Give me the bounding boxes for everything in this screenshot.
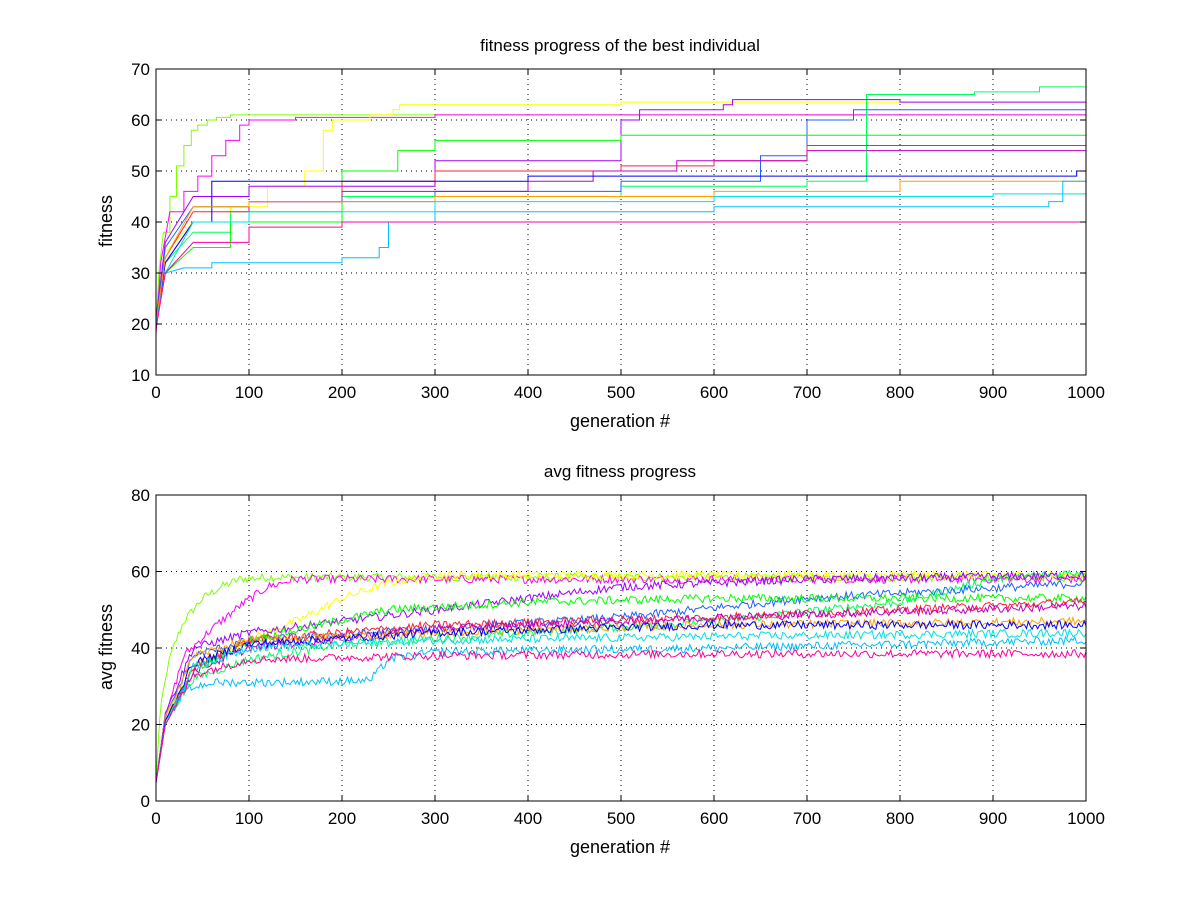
chart-title: avg fitness progress	[544, 462, 696, 481]
series-line	[156, 628, 1086, 783]
series-line	[156, 592, 1086, 782]
x-tick-label: 200	[328, 383, 356, 402]
axes-best-fitness: fitness progress of the best individual …	[96, 36, 1105, 431]
x-tick-label: 400	[514, 383, 542, 402]
y-tick-label: 40	[131, 639, 150, 658]
x-tick-label: 500	[607, 383, 635, 402]
y-tick-label: 20	[131, 716, 150, 735]
y-tick-label: 0	[141, 792, 150, 811]
series-line	[156, 99, 1086, 319]
x-tick-label: 600	[700, 809, 728, 828]
x-tick-label: 300	[421, 383, 449, 402]
series-line	[156, 569, 1086, 782]
y-tick-label: 10	[131, 366, 150, 385]
series-line	[156, 221, 1086, 330]
x-tick-label: 500	[607, 809, 635, 828]
x-tick-label: 900	[979, 809, 1007, 828]
x-tick-label: 1000	[1067, 383, 1105, 402]
x-tick-label: 200	[328, 809, 356, 828]
x-tick-label: 700	[793, 383, 821, 402]
y-tick-label: 30	[131, 264, 150, 283]
x-axis-label: generation #	[570, 837, 670, 857]
x-tick-label: 0	[151, 383, 160, 402]
x-tick-label: 800	[886, 383, 914, 402]
series-line	[156, 619, 1086, 782]
y-tick-label: 80	[131, 486, 150, 505]
series-line	[156, 191, 1086, 325]
series-line	[156, 114, 1086, 330]
y-tick-label: 40	[131, 213, 150, 232]
x-tick-label: 700	[793, 809, 821, 828]
series-line	[156, 598, 1086, 783]
x-tick-label: 900	[979, 383, 1007, 402]
x-axis-label: generation #	[570, 411, 670, 431]
x-tick-label: 800	[886, 809, 914, 828]
series-line	[156, 114, 1086, 335]
x-tick-label: 300	[421, 809, 449, 828]
series-line	[156, 648, 1086, 783]
y-tick-label: 70	[131, 60, 150, 79]
y-tick-label: 50	[131, 162, 150, 181]
y-tick-label: 60	[131, 563, 150, 582]
y-axis-label: avg fitness	[96, 604, 116, 690]
x-tick-label: 1000	[1067, 809, 1105, 828]
y-tick-label: 20	[131, 315, 150, 334]
y-tick-label: 60	[131, 111, 150, 130]
series-line	[156, 579, 1086, 783]
axes-avg-fitness: avg fitness progress generation # avg fi…	[96, 462, 1105, 857]
series-group	[156, 569, 1086, 784]
series-group	[156, 86, 1086, 335]
series-line	[156, 635, 1086, 784]
x-tick-label: 0	[151, 809, 160, 828]
x-tick-label: 100	[235, 809, 263, 828]
x-tick-label: 100	[235, 383, 263, 402]
series-line	[156, 134, 1086, 325]
y-axis-label: fitness	[96, 195, 116, 247]
series-line	[156, 176, 1086, 325]
x-tick-label: 400	[514, 809, 542, 828]
x-tick-label: 600	[700, 383, 728, 402]
chart-title: fitness progress of the best individual	[480, 36, 760, 55]
